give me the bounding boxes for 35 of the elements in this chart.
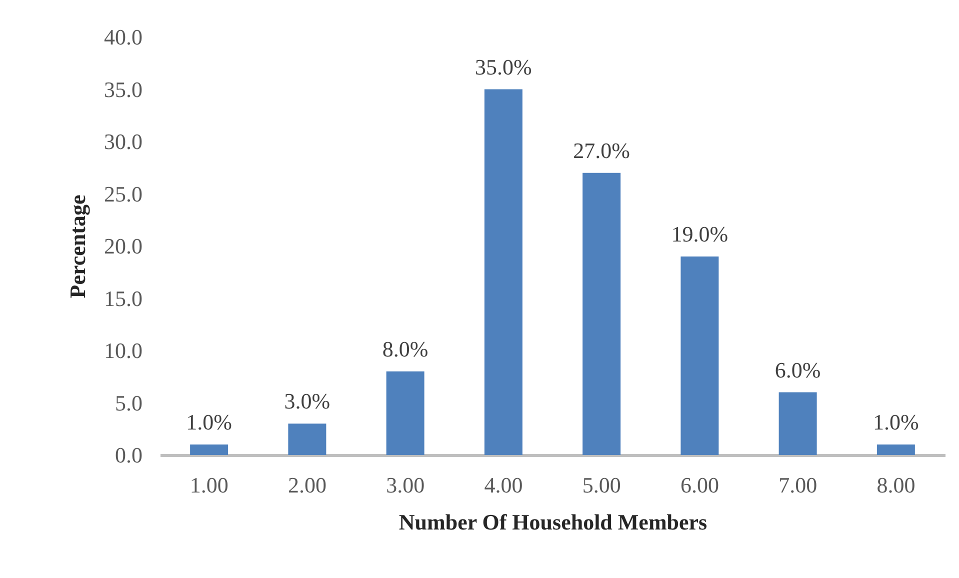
y-tick-label: 25.0	[104, 181, 142, 206]
bar	[876, 444, 915, 455]
y-tick-label: 5.0	[115, 390, 142, 416]
bar	[190, 444, 228, 455]
data-label: 35.0%	[475, 54, 532, 80]
y-tick-label: 0.0	[115, 442, 142, 468]
y-axis-title: Percentage	[65, 194, 90, 298]
bar	[582, 172, 621, 455]
x-axis-title: Number Of Household Members	[398, 510, 708, 534]
data-label: 1.0%	[186, 410, 232, 435]
data-label: 6.0%	[774, 357, 821, 382]
x-tick-label: 7.00	[778, 472, 818, 498]
y-tick-label: 15.0	[104, 286, 142, 311]
y-tick-label: 30.0	[104, 129, 142, 154]
x-tick-label: 6.00	[680, 472, 719, 498]
x-tick-label: 4.00	[484, 472, 523, 498]
data-label: 3.0%	[284, 388, 330, 414]
data-label: 19.0%	[671, 221, 728, 246]
x-tick-label: 2.00	[288, 472, 326, 498]
x-tick-label: 1.00	[190, 472, 228, 498]
x-tick-label: 8.00	[876, 472, 916, 498]
data-label: 8.0%	[382, 336, 428, 362]
y-tick-label: 20.0	[104, 234, 142, 258]
bar	[288, 424, 326, 455]
y-tick-label: 35.0	[104, 76, 142, 102]
data-label: 1.0%	[873, 410, 919, 435]
bar	[680, 256, 719, 455]
y-tick-label: 10.0	[104, 338, 142, 363]
x-tick-label: 5.00	[582, 472, 621, 498]
bar	[484, 89, 522, 455]
bar	[778, 392, 817, 455]
data-label: 27.0%	[573, 138, 630, 163]
bar	[386, 371, 424, 455]
x-tick-label: 3.00	[386, 472, 425, 498]
y-tick-label: 40.0	[104, 24, 142, 50]
